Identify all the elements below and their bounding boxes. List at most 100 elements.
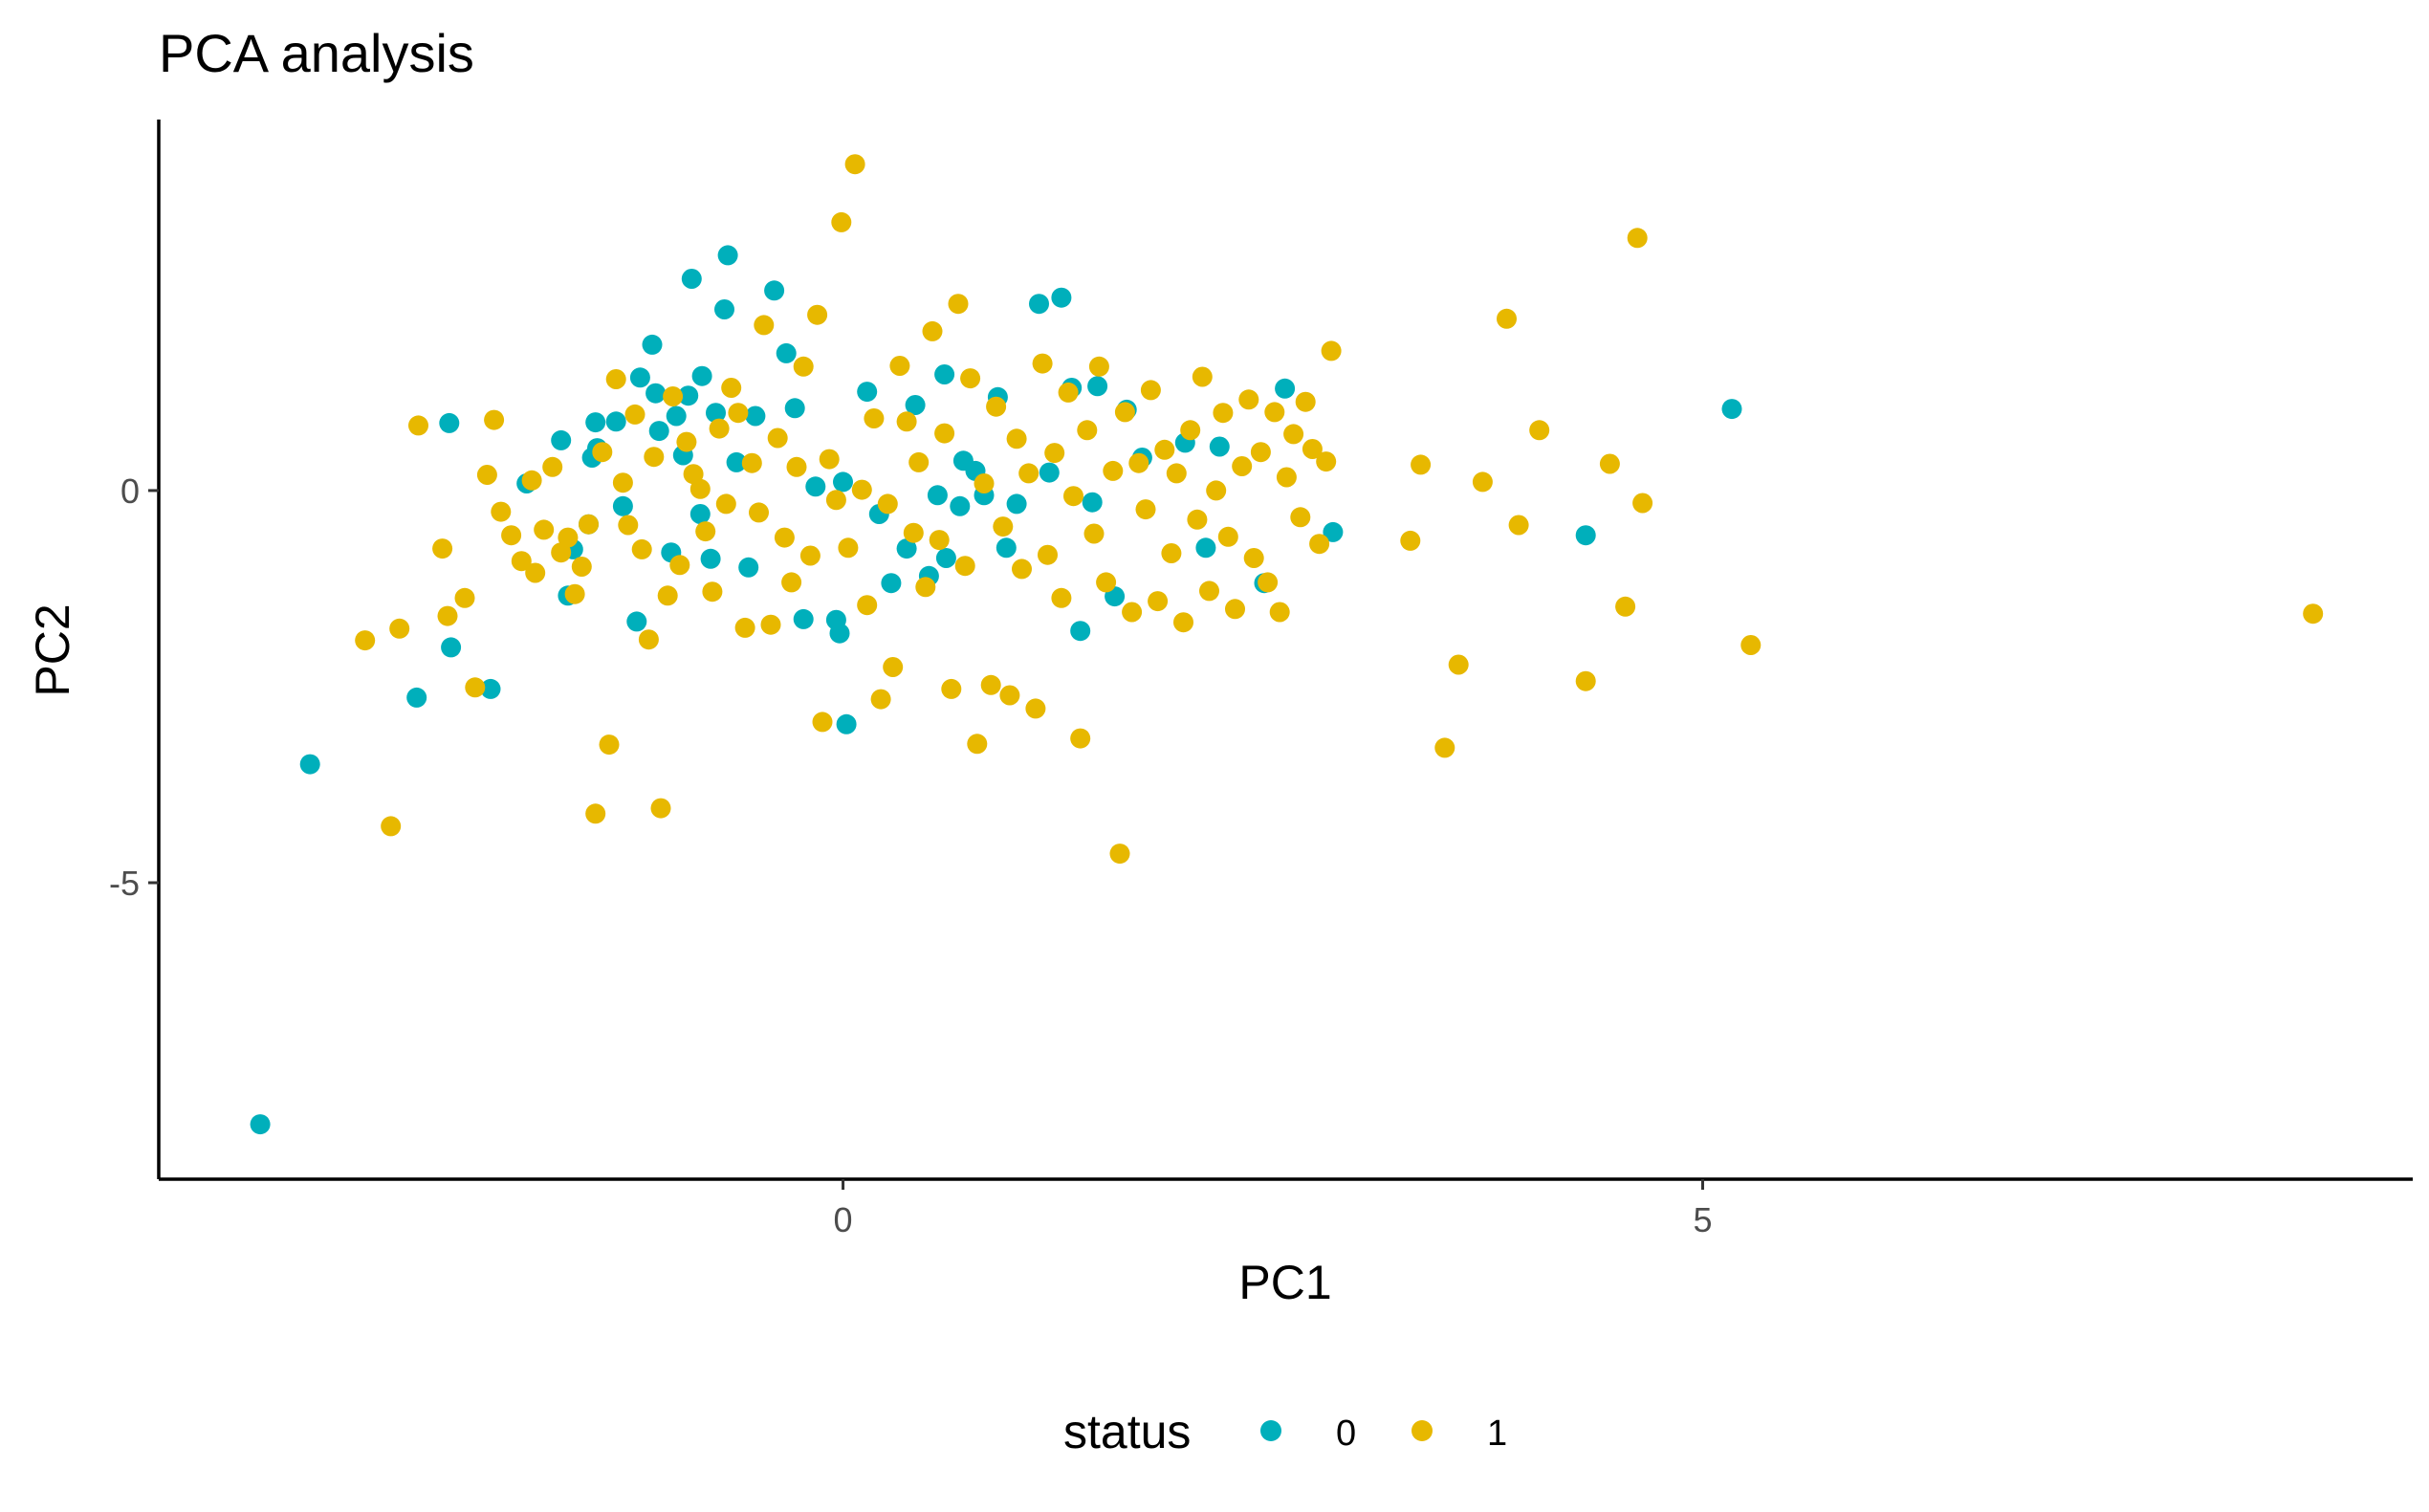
point-status-0-58 [996, 537, 1017, 559]
point-status-1-96 [1063, 486, 1083, 507]
point-status-0-19 [646, 383, 667, 404]
point-status-1-148 [1627, 228, 1648, 249]
point-status-1-61 [838, 537, 859, 559]
point-status-1-141 [1472, 471, 1493, 493]
point-status-1-23 [592, 442, 613, 463]
point-status-0-60 [1029, 294, 1049, 315]
point-status-1-39 [695, 521, 716, 542]
point-status-1-27 [618, 515, 639, 536]
point-status-0-26 [689, 504, 711, 524]
point-status-1-99 [1083, 523, 1105, 544]
point-status-1-29 [631, 538, 652, 559]
point-status-1-48 [754, 315, 775, 336]
point-status-0-12 [585, 412, 606, 433]
point-status-0-0 [250, 1114, 271, 1135]
point-status-1-69 [889, 356, 910, 376]
point-status-1-144 [1529, 420, 1550, 441]
point-status-0-15 [612, 495, 633, 516]
point-status-1-125 [1250, 442, 1271, 463]
point-status-1-53 [786, 456, 807, 477]
point-status-1-130 [1283, 424, 1304, 445]
point-status-1-15 [534, 519, 555, 540]
point-status-1-101 [1096, 572, 1117, 593]
point-status-1-110 [1154, 439, 1175, 460]
point-status-1-17 [551, 542, 572, 563]
point-status-1-82 [974, 473, 995, 493]
point-status-1-107 [1135, 499, 1156, 520]
point-status-1-79 [954, 556, 975, 577]
point-status-1-16 [542, 456, 563, 477]
point-status-1-24 [599, 734, 620, 756]
legend-label-status-0: 0 [1336, 1413, 1356, 1454]
point-status-1-113 [1173, 612, 1193, 633]
point-status-0-38 [793, 608, 814, 629]
point-status-0-34 [745, 405, 766, 427]
legend-marker-status-1 [1411, 1420, 1433, 1441]
y-axis-title: PC2 [26, 603, 79, 696]
point-status-1-44 [728, 403, 749, 424]
legend-title: status [1063, 1405, 1191, 1458]
point-status-0-5 [480, 678, 501, 699]
point-status-1-45 [734, 617, 755, 638]
point-status-0-50 [927, 485, 948, 506]
point-status-1-133 [1302, 439, 1323, 459]
point-status-1-50 [767, 427, 788, 449]
point-status-0-2 [406, 687, 427, 708]
point-status-1-66 [870, 689, 891, 710]
point-status-1-21 [579, 514, 599, 535]
point-status-1-138 [1411, 454, 1432, 475]
point-status-0-47 [896, 538, 917, 559]
point-status-1-131 [1290, 507, 1311, 528]
point-status-0-4 [441, 637, 462, 658]
point-status-1-84 [986, 396, 1007, 417]
point-status-1-97 [1070, 728, 1091, 749]
point-status-1-137 [1400, 530, 1421, 551]
chart-title: PCA analysis [159, 23, 474, 83]
point-status-0-14 [605, 411, 626, 432]
point-status-1-119 [1213, 403, 1234, 424]
point-status-1-78 [948, 294, 969, 315]
point-status-1-31 [644, 447, 665, 468]
point-status-1-106 [1128, 452, 1149, 473]
point-status-0-65 [1082, 492, 1103, 513]
point-status-1-18 [558, 527, 579, 548]
point-status-1-20 [571, 557, 592, 577]
point-status-0-27 [691, 365, 712, 386]
point-status-0-42 [833, 471, 853, 493]
point-status-1-2 [389, 618, 410, 639]
point-status-1-74 [922, 320, 943, 341]
point-status-0-39 [805, 476, 826, 497]
point-status-1-92 [1038, 544, 1058, 565]
point-status-1-111 [1161, 543, 1182, 563]
point-status-0-16 [626, 611, 647, 632]
point-status-1-123 [1238, 389, 1259, 410]
y-axis-ticks: 0 -5 [109, 471, 159, 903]
point-status-1-46 [741, 452, 762, 473]
point-status-1-115 [1187, 509, 1208, 530]
point-status-1-126 [1258, 572, 1279, 593]
point-status-0-46 [881, 573, 902, 594]
point-status-1-116 [1192, 366, 1213, 387]
point-status-0-17 [629, 367, 650, 388]
point-status-1-112 [1166, 463, 1187, 484]
point-status-1-38 [689, 478, 711, 499]
point-status-0-51 [934, 364, 955, 384]
point-status-1-134 [1309, 534, 1330, 555]
point-status-1-129 [1276, 467, 1297, 488]
point-status-1-120 [1217, 526, 1238, 547]
point-status-1-90 [1025, 698, 1046, 719]
point-status-1-30 [638, 629, 659, 650]
point-status-1-117 [1199, 581, 1219, 602]
point-status-1-132 [1295, 391, 1316, 412]
point-status-1-88 [1012, 559, 1032, 580]
point-status-1-118 [1206, 480, 1227, 501]
point-status-1-87 [1006, 428, 1027, 449]
point-status-1-9 [484, 409, 505, 430]
point-status-1-5 [437, 605, 458, 626]
point-status-1-13 [521, 470, 542, 491]
point-status-1-52 [781, 572, 802, 593]
point-status-0-74 [1275, 378, 1296, 399]
point-status-1-32 [650, 798, 671, 819]
point-status-1-64 [857, 595, 878, 616]
